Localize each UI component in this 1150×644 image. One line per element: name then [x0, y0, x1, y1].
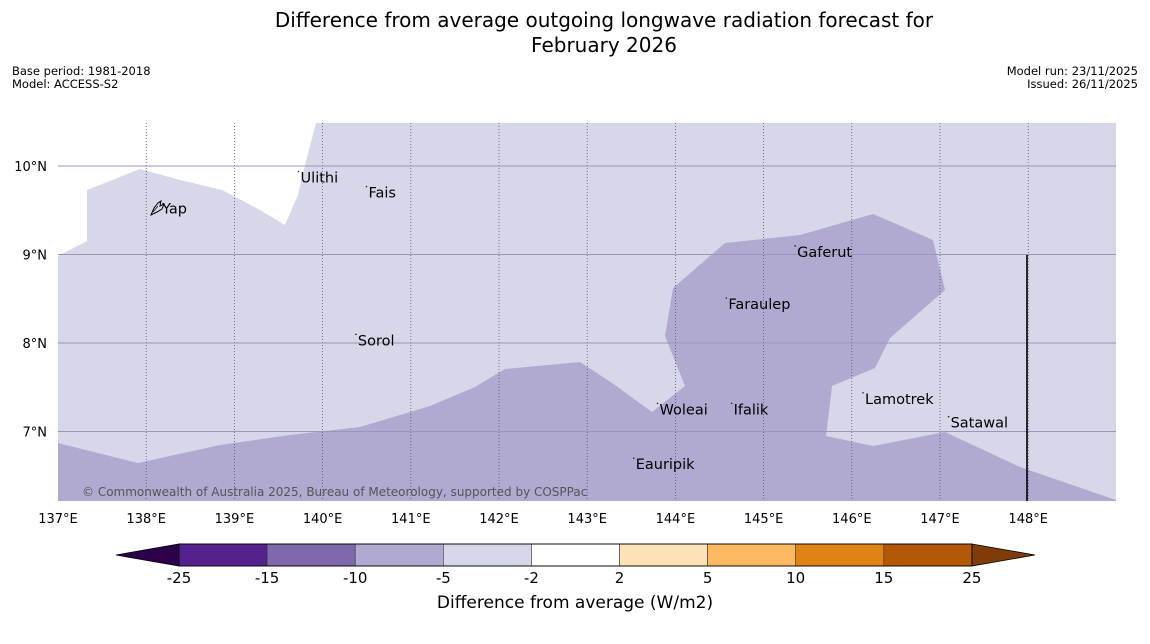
place-label: Satawal	[951, 416, 1008, 432]
place-label: Fais	[368, 186, 395, 202]
place-label: Ulithi	[301, 171, 339, 187]
longitude-label: 143°E	[567, 512, 607, 527]
colorbar-segment	[883, 543, 973, 567]
latitude-label: 7°N	[23, 426, 48, 441]
place-marker	[297, 170, 300, 173]
colorbar-over-arrow	[971, 543, 1035, 567]
longitude-label: 144°E	[656, 512, 696, 527]
longitude-label: 148°E	[1008, 512, 1048, 527]
olr-map: Ulithi Fais Yap Gaferut Faraulep Sorol Lamotre…	[14, 123, 1116, 527]
model-name: Model: ACCESS-S2	[12, 77, 119, 91]
map-gridlines	[58, 123, 1116, 501]
place-marker	[355, 333, 357, 336]
issued-date: Issued: 26/11/2025	[1027, 77, 1138, 91]
colorbar-segment	[178, 543, 268, 567]
colorbar-tick-labels: -25 -15 -10 -5 -2 2 5 10 15 25	[167, 569, 982, 587]
place-label: Eauripik	[636, 457, 695, 473]
longitude-label: 139°E	[215, 512, 255, 527]
longitude-label: 147°E	[920, 512, 960, 527]
longitude-label: 138°E	[126, 512, 166, 527]
colorbar-segment	[795, 543, 885, 567]
place-label: Sorol	[358, 333, 395, 349]
place-marker	[862, 391, 864, 394]
meta-left: Base period: 1981-2018 Model: ACCESS-S2	[12, 65, 151, 91]
longitude-label: 142°E	[479, 512, 519, 527]
place-marker	[725, 297, 728, 299]
colorbar-segment	[707, 543, 796, 567]
place-labels: Ulithi Fais Yap Gaferut Faraulep Sorol Lamotre…	[159, 170, 1008, 473]
latitude-label: 8°N	[23, 337, 48, 352]
place-marker	[632, 457, 635, 460]
colorbar-tick-label: -2	[524, 569, 539, 587]
place-marker	[794, 245, 796, 247]
longitude-label: 140°E	[303, 512, 343, 527]
colorbar-tick-label: -15	[255, 569, 280, 587]
yap-island	[150, 199, 165, 217]
colorbar-under-arrow	[115, 543, 180, 567]
place-label: Gaferut	[797, 245, 852, 261]
place-label: Woleai	[660, 402, 708, 418]
colorbar-tick-label: -25	[167, 569, 192, 587]
colorbar-outline	[178, 543, 973, 567]
place-label: Ifalik	[734, 402, 769, 418]
longitude-label: 145°E	[744, 512, 784, 527]
title-line-2: February 2026	[531, 33, 677, 57]
place-label: Yap	[161, 201, 187, 217]
colorbar-tick-label: 15	[874, 569, 893, 587]
near-average-region	[58, 123, 316, 256]
colorbar-tick-label: -5	[436, 569, 451, 587]
chart-title: Difference from average outgoing longwav…	[0, 8, 1150, 58]
meta-right: Model run: 23/11/2025 Issued: 26/11/2025	[1007, 65, 1138, 91]
colorbar: -25 -15 -10 -5 -2 2 5 10 15 25	[115, 543, 1035, 587]
copyright-text: © Commonwealth of Australia 2025, Bureau…	[82, 485, 587, 499]
place-marker	[365, 185, 368, 188]
longitude-label: 146°E	[832, 512, 872, 527]
longitude-labels: 137°E 138°E 139°E 140°E 141°E 142°E 143°E 144°E…	[38, 512, 1048, 527]
colorbar-segments	[115, 543, 1035, 567]
longitude-label: 137°E	[38, 512, 78, 527]
colorbar-segment	[619, 543, 708, 567]
latitude-label: 10°N	[14, 160, 47, 175]
latitude-labels: 10°N 9°N 8°N 7°N	[14, 160, 47, 441]
colorbar-tick-label: 25	[962, 569, 981, 587]
colorbar-segment	[442, 543, 532, 567]
title-line-1: Difference from average outgoing longwav…	[274, 8, 934, 32]
place-marker	[730, 402, 733, 405]
latitude-label: 9°N	[23, 249, 48, 264]
colorbar-tick-label: 2	[615, 569, 625, 587]
colorbar-segment	[531, 543, 620, 567]
base-period: Base period: 1981-2018	[12, 64, 151, 78]
model-run: Model run: 23/11/2025	[1006, 64, 1138, 78]
colorbar-tick-label: -10	[343, 569, 368, 587]
place-label: Lamotrek	[865, 392, 934, 408]
longitude-label: 141°E	[391, 512, 431, 527]
place-marker	[947, 415, 950, 418]
colorbar-segment	[266, 543, 356, 567]
place-marker	[159, 201, 161, 204]
colorbar-tick-label: 10	[786, 569, 805, 587]
colorbar-label: Difference from average (W/m2)	[436, 593, 714, 613]
place-marker	[656, 402, 659, 405]
place-label: Faraulep	[728, 297, 790, 313]
colorbar-tick-label: 5	[703, 569, 713, 587]
colorbar-segment	[354, 543, 444, 567]
